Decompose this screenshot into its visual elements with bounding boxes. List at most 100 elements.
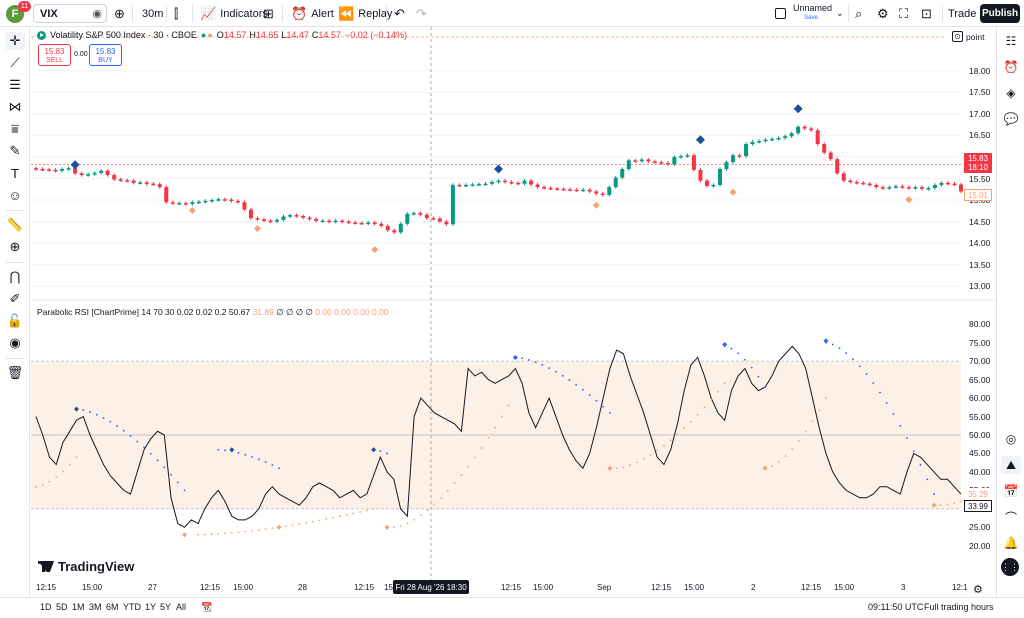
more-widgets-button[interactable]: ⋮⋮ xyxy=(1001,558,1019,576)
measure-tool[interactable]: 📏 xyxy=(5,216,25,234)
ideas-button[interactable]: ◎ xyxy=(1001,430,1021,448)
psar-dot xyxy=(386,452,388,455)
lock-drawings-tool[interactable]: 🔓 xyxy=(5,312,25,330)
time-tick-label: 12:15 xyxy=(501,583,522,592)
fib-tool[interactable]: ⩸ xyxy=(5,120,25,138)
candle-body xyxy=(229,199,234,202)
search-icon: ⌕ xyxy=(855,5,863,21)
alarm-icon: ⏰ xyxy=(291,5,308,21)
clock[interactable]: 09:11:50 UTC xyxy=(868,602,924,612)
session-selector[interactable]: Full trading hours xyxy=(924,602,994,612)
chart-canvas[interactable] xyxy=(31,27,995,597)
candle-body xyxy=(613,177,618,188)
psar-dot xyxy=(257,458,260,461)
remove-drawings-tool[interactable]: 🗑 xyxy=(5,364,25,382)
alert-button[interactable]: ⏰ Alert xyxy=(291,0,334,27)
redo-button[interactable]: ↷ xyxy=(416,0,427,27)
notifications-button[interactable]: 🔔 xyxy=(1001,534,1021,552)
rsi-signal-diamond xyxy=(512,354,518,360)
pattern-tool[interactable]: ⋈ xyxy=(5,98,25,116)
layout-menu-button[interactable]: ⌄ xyxy=(836,0,844,27)
chart-area[interactable] xyxy=(31,27,995,597)
psar-dot xyxy=(406,522,409,525)
snapshot-button[interactable]: ⊡ xyxy=(921,0,932,27)
candle-body xyxy=(763,139,768,142)
range-button-all[interactable]: All xyxy=(176,602,187,612)
chat-button[interactable]: 💬 xyxy=(1001,110,1021,128)
alerts-button[interactable]: ⏰ xyxy=(1001,58,1021,76)
hide-drawings-tool[interactable]: ◉ xyxy=(5,334,25,352)
fullscreen-button[interactable]: ⛶ xyxy=(899,0,908,27)
magnet-tool[interactable]: ⋂ xyxy=(5,268,25,286)
publish-button[interactable]: Publish xyxy=(980,4,1020,23)
brush-tool[interactable]: ✎ xyxy=(5,142,25,160)
tradingview-logo[interactable]: TradingView xyxy=(38,559,134,574)
add-symbol-button[interactable]: ⊕ xyxy=(114,0,125,27)
scale-toggle-button[interactable]: ⊙ xyxy=(952,31,963,42)
trend-line-tool[interactable]: ⟋ xyxy=(5,54,25,72)
time-tick-label: 15:00 xyxy=(684,583,705,592)
time-tick-label: 3 xyxy=(901,583,906,592)
crosshair-tool[interactable]: ✛ xyxy=(5,32,25,50)
replay-button[interactable]: ⏪ Replay xyxy=(338,0,392,27)
calendar-button[interactable]: 📅 xyxy=(1001,482,1021,500)
rsi-tick-label: 45.00 xyxy=(969,448,991,459)
price-tick-label: 13.00 xyxy=(969,281,991,292)
psar-dot xyxy=(35,485,37,488)
axis-settings-button[interactable]: ⚙ xyxy=(973,583,983,596)
psar-dot xyxy=(784,455,787,458)
emoji-tool[interactable]: ☺ xyxy=(5,186,25,204)
range-button-5d[interactable]: 5D xyxy=(56,602,68,612)
range-button-1m[interactable]: 1M xyxy=(72,602,85,612)
buy-button[interactable]: 15.83 BUY xyxy=(89,44,122,66)
settings-button[interactable]: ⚙ xyxy=(877,0,889,27)
chart-panel-button[interactable]: ⛰ xyxy=(1001,456,1021,474)
range-button-6m[interactable]: 6M xyxy=(106,602,119,612)
range-button-1y[interactable]: 1Y xyxy=(145,602,157,612)
signal-diamond xyxy=(695,135,705,145)
symbol-search[interactable]: VIX ◉ xyxy=(33,4,107,23)
range-button-5y[interactable]: 5Y xyxy=(160,602,172,612)
series-title[interactable]: Volatility S&P 500 Index · 30 · CBOE xyxy=(50,30,197,40)
stay-in-drawing-tool[interactable]: ✐ xyxy=(5,290,25,308)
candle-body xyxy=(776,137,781,140)
rss-icon: ⌒ xyxy=(1004,510,1017,525)
candle-body xyxy=(196,201,201,204)
candle-body xyxy=(418,212,423,215)
object-tree-button[interactable]: ◈ xyxy=(1001,84,1021,102)
goto-date-button[interactable]: 📆 xyxy=(201,602,212,613)
watchlist-button[interactable]: ☷ xyxy=(1001,32,1021,50)
layout-checkbox[interactable] xyxy=(775,8,786,19)
candle-body xyxy=(815,130,820,145)
psar-dot xyxy=(838,347,841,350)
psar-dot xyxy=(75,456,78,459)
interval-button[interactable]: 30m xyxy=(142,7,164,20)
quick-search-button[interactable]: ⌕ xyxy=(855,0,862,27)
layout-name[interactable]: Unnamed Save xyxy=(793,3,832,23)
candle-body xyxy=(529,180,534,185)
psar-dot xyxy=(176,481,179,484)
candle-body xyxy=(542,187,547,189)
rsi-signal-diamond xyxy=(607,465,613,471)
indicators-button[interactable]: 📈 Indicators xyxy=(200,0,268,27)
candle-body xyxy=(405,213,410,224)
zoom-tool[interactable]: ⊕ xyxy=(5,238,25,256)
candle-body xyxy=(633,160,638,162)
undo-button[interactable]: ↶ xyxy=(394,0,405,27)
status-dot-icon: ● xyxy=(207,30,213,40)
chart-type-button[interactable]: ⫿ xyxy=(174,0,178,27)
news-button[interactable]: ⌒ xyxy=(1001,508,1021,526)
templates-button[interactable]: ⊞ xyxy=(263,0,274,27)
range-button-ytd[interactable]: YTD xyxy=(123,602,141,612)
range-button-3m[interactable]: 3M xyxy=(89,602,102,612)
horizontal-lines-tool[interactable]: ☰ xyxy=(5,76,25,94)
indicator-legend[interactable]: Parabolic RSI [ChartPrime] 14 70 30 0.02… xyxy=(37,307,389,318)
candle-body xyxy=(887,187,892,189)
psar-dot xyxy=(271,464,274,466)
text-tool[interactable]: T xyxy=(5,164,25,182)
trade-button[interactable]: Trade xyxy=(948,7,977,20)
sell-button[interactable]: 15.83 SELL xyxy=(38,44,71,66)
candle-body xyxy=(783,136,788,138)
bell-icon: 🔔 xyxy=(1003,536,1019,550)
range-button-1d[interactable]: 1D xyxy=(40,602,52,612)
